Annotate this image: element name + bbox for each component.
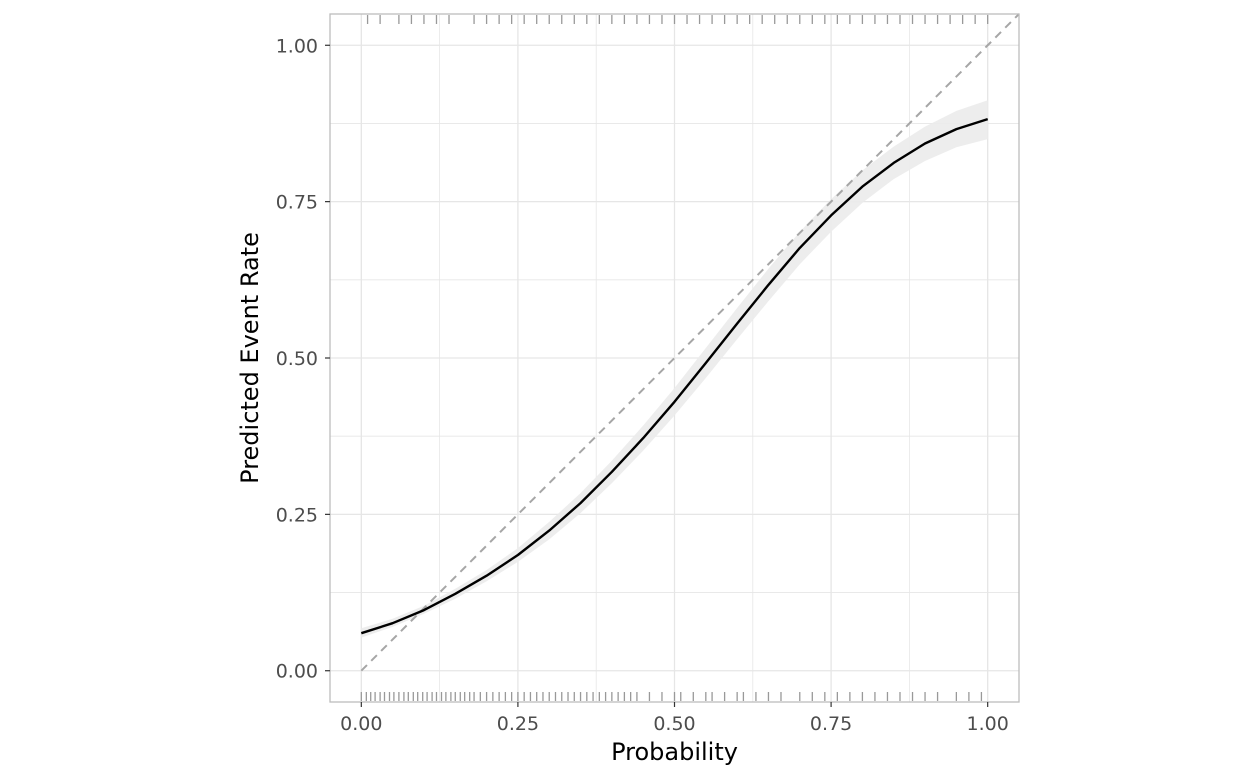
x-axis-title: Probability [611, 738, 738, 766]
y-tick-label: 0.00 [276, 661, 318, 683]
confidence-band [361, 100, 988, 638]
y-axis-ticks: 0.00 0.25 0.50 0.75 1.00 [276, 35, 330, 683]
reference-diagonal [360, 13, 1020, 672]
x-tick-label: 1.00 [967, 713, 1009, 735]
calibration-curve-line [360, 117, 989, 635]
grid-lines [330, 14, 1019, 702]
x-axis-ticks: 0.00 0.25 0.50 0.75 1.00 [340, 702, 1009, 735]
reference-line [360, 13, 1020, 672]
x-tick-label: 0.25 [497, 713, 539, 735]
y-tick-label: 0.25 [276, 504, 318, 526]
y-tick-label: 1.00 [276, 35, 318, 57]
y-tick-label: 0.75 [276, 192, 318, 214]
y-tick-label: 0.50 [276, 348, 318, 370]
confidence-band-area [361, 100, 988, 638]
y-axis-title: Predicted Event Rate [236, 232, 264, 484]
x-tick-label: 0.00 [340, 713, 382, 735]
x-tick-label: 0.50 [653, 713, 695, 735]
x-tick-label: 0.75 [810, 713, 852, 735]
calibration-curve [360, 117, 989, 635]
rug-marks [360, 15, 989, 701]
